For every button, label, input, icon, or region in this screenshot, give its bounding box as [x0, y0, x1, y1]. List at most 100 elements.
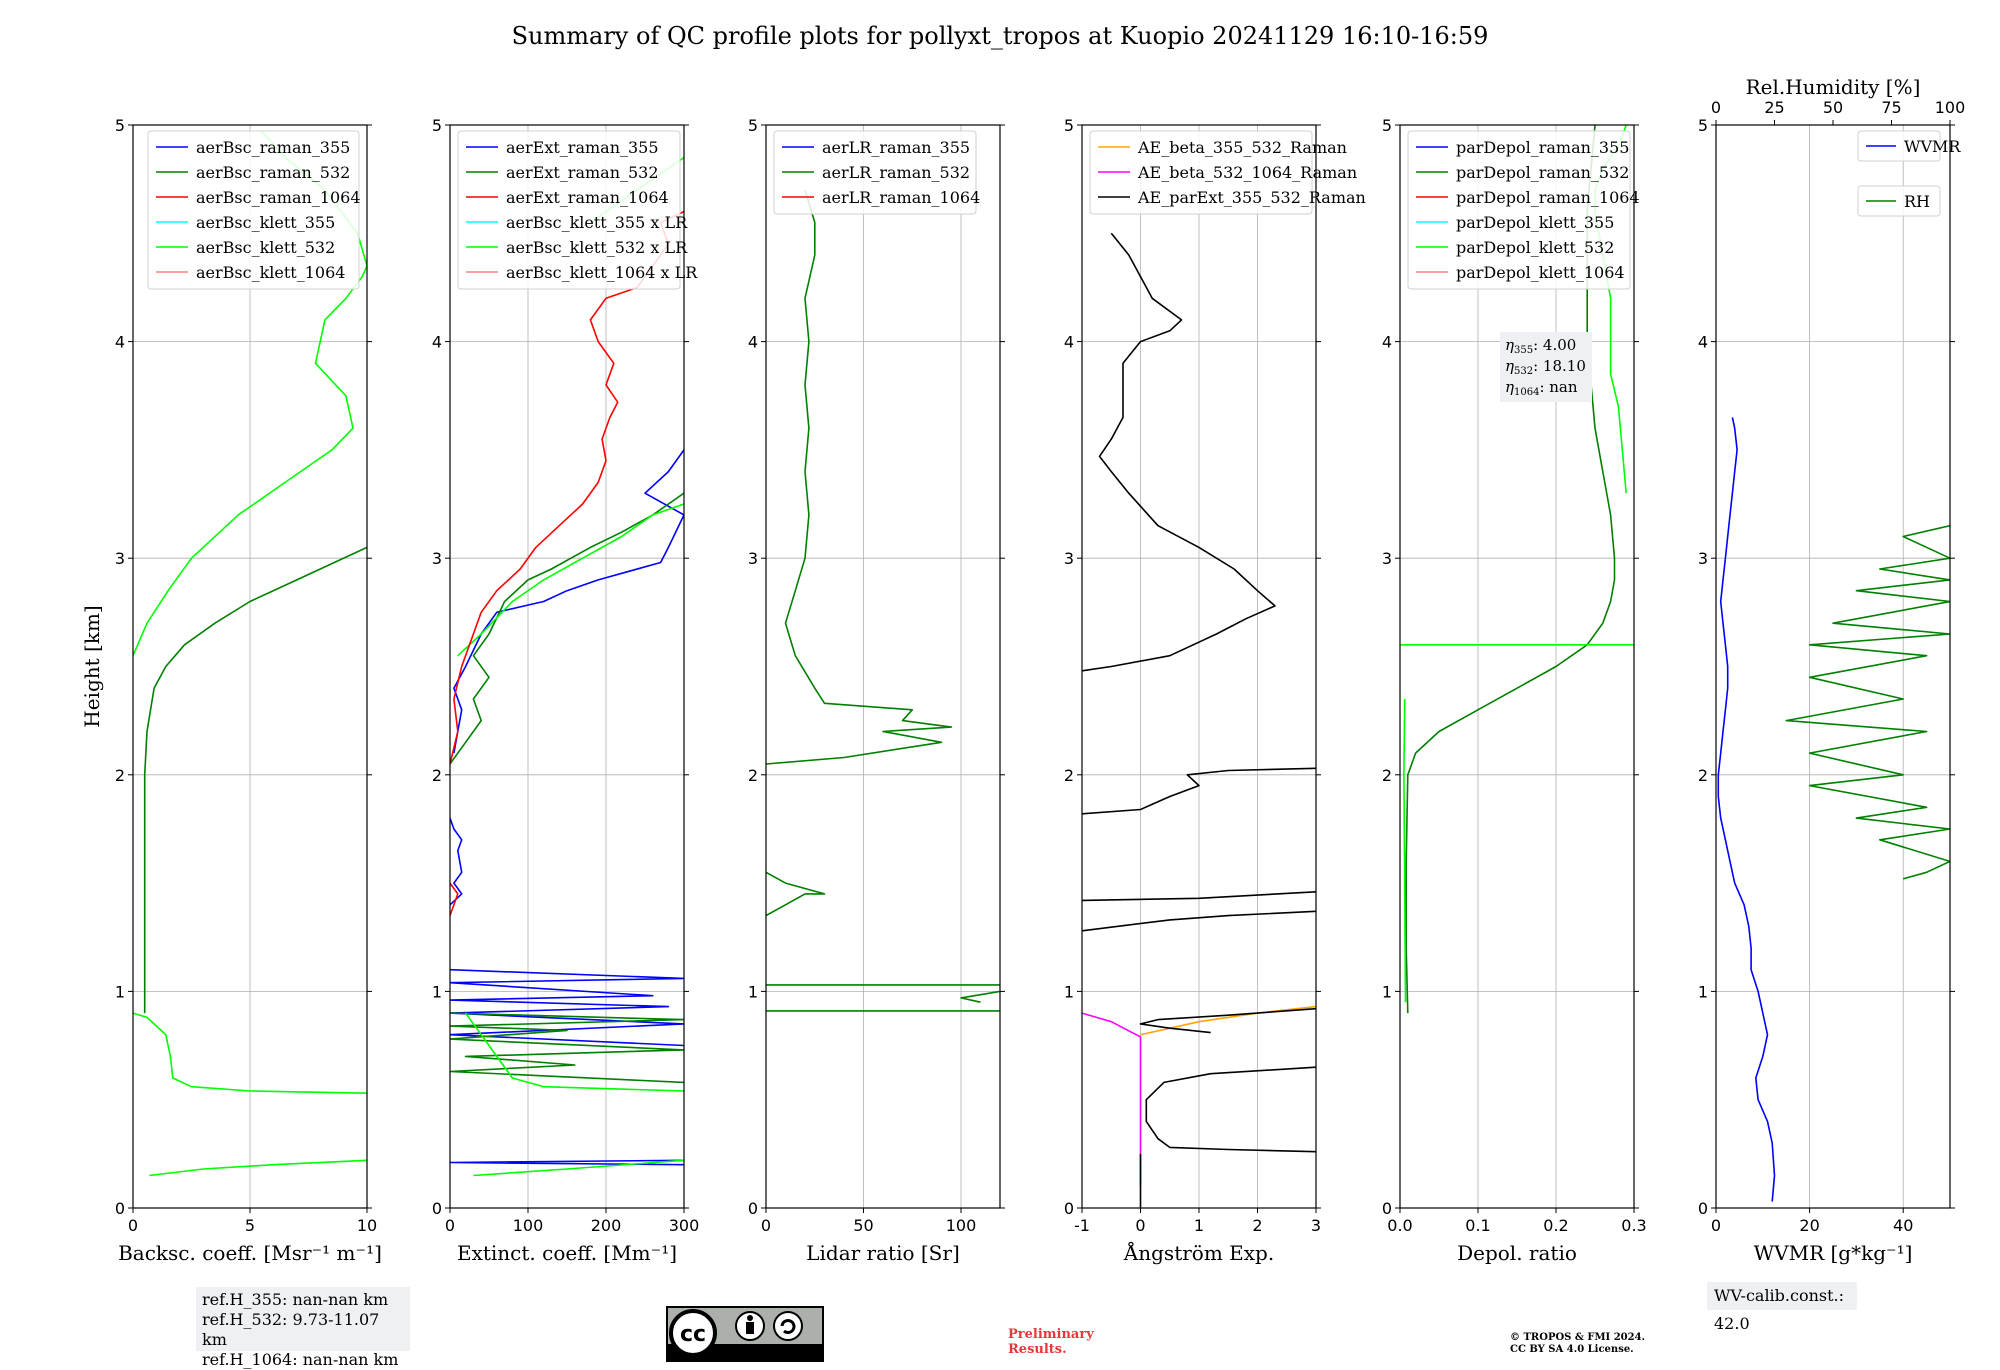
- x-tick-label: 3: [1311, 1216, 1321, 1235]
- y-axis-label: Height [km]: [80, 605, 104, 727]
- series-line-2: [133, 1012, 367, 1094]
- y-tick-label: 4: [1382, 333, 1392, 352]
- series-line-8: [1082, 232, 1276, 672]
- legend-box: aerLR_raman_355 aerLR_raman_532 aerLR_rama…: [773, 130, 980, 215]
- x-tick-label: 0.2: [1543, 1216, 1568, 1235]
- legend-label: aerBsc_klett_1064 x LR: [506, 263, 698, 282]
- x-tick-label: 0.1: [1465, 1216, 1490, 1235]
- y-tick-label: 4: [1698, 333, 1708, 352]
- legend-label: aerLR_raman_355: [822, 138, 970, 157]
- series-group: [1082, 232, 1316, 1208]
- x-axis-label: Backsc. coeff. [Msr⁻¹ m⁻¹]: [118, 1241, 382, 1265]
- x-tick-label: 0: [128, 1216, 138, 1235]
- annotation-line: η355: 4.00: [1505, 336, 1576, 356]
- panel-lr: 0 50 100 0 1 2 3 4 5 Lidar ratio [Sr] aerLR_raman_…: [748, 116, 1005, 1265]
- legend-label: AE_parExt_355_532_Raman: [1137, 188, 1366, 207]
- y-tick-label: 3: [115, 549, 125, 568]
- annotation-line: η1064: nan: [1505, 378, 1578, 398]
- series-line-4: [464, 1012, 684, 1092]
- y-tick-label: 2: [748, 766, 758, 785]
- plot-frame: [1399, 124, 1635, 1209]
- series-line-0: [143, 546, 367, 1014]
- legend-box: WVMR: [1857, 130, 1961, 162]
- x-axis-label: Extinct. coeff. [Mm⁻¹]: [457, 1241, 677, 1265]
- x-tick-label: 1: [1194, 1216, 1204, 1235]
- y-tick-label: 3: [432, 549, 442, 568]
- x-tick-label: 300: [669, 1216, 700, 1235]
- y-tick-label: 2: [1382, 766, 1392, 785]
- x-axis-label: Lidar ratio [Sr]: [806, 1241, 960, 1265]
- preliminary-line-2: Results.: [1008, 1342, 1067, 1357]
- x-tick-label: 50: [853, 1216, 873, 1235]
- cc-by-sa-badge: cc BY SA: [666, 1306, 824, 1362]
- x-axis-label: WVMR [g*kg⁻¹]: [1754, 1241, 1913, 1265]
- x-tick-label: 200: [591, 1216, 622, 1235]
- series-line-9: [450, 882, 459, 916]
- ref-h-532: ref.H_532: 9.73-11.07 km: [202, 1310, 380, 1349]
- reference-height-box: ref.H_355: nan-nan km ref.H_532: 9.73-11…: [196, 1287, 410, 1369]
- legend-label: aerExt_raman_355: [506, 138, 659, 157]
- series-line-0: [1717, 417, 1776, 1202]
- legend-frame: [1089, 130, 1313, 215]
- legend-frame: [1857, 185, 1941, 217]
- x-tick-label: 0.3: [1621, 1216, 1646, 1235]
- series-line-5: [1082, 910, 1316, 932]
- legend-frame: [147, 130, 360, 290]
- legend-label: aerBsc_klett_1064: [196, 263, 345, 282]
- x-tick-label: 2: [1252, 1216, 1262, 1235]
- panel-bsc: 0 5 10 0 1 2 3 4 5 Backsc. coeff. [Msr⁻¹ m⁻¹] Heig…: [80, 116, 382, 1265]
- y-tick-label: 3: [1382, 549, 1392, 568]
- x-axis-label: Ångström Exp.: [1123, 1240, 1274, 1265]
- legend-label: aerBsc_klett_355: [196, 213, 335, 232]
- x2-tick-label: 50: [1823, 98, 1843, 117]
- y-tick-label: 5: [748, 116, 758, 135]
- preliminary-note: Preliminary Results.: [1008, 1327, 1094, 1357]
- series-line-4: [1139, 1007, 1316, 1034]
- x-tick-label: -1: [1074, 1216, 1090, 1235]
- preliminary-line-1: Preliminary: [1008, 1327, 1094, 1342]
- annotation-line: η532: 18.10: [1505, 357, 1586, 377]
- copyright-line-2: CC BY SA 4.0 License.: [1510, 1344, 1634, 1355]
- plot-frame: [449, 124, 685, 1209]
- sa-share-icon: [773, 1311, 803, 1341]
- series-line-1: [1785, 524, 1950, 880]
- series-group: [766, 189, 1000, 1012]
- series-line-3: [766, 871, 826, 917]
- x-tick-label: 0: [1135, 1216, 1145, 1235]
- x-tick-label: 0.0: [1387, 1216, 1412, 1235]
- y-tick-label: 4: [115, 333, 125, 352]
- y-tick-label: 4: [1064, 333, 1074, 352]
- legend-label: aerExt_raman_532: [506, 163, 659, 182]
- y-tick-label: 0: [748, 1199, 758, 1218]
- plot-frame: [1715, 124, 1951, 1209]
- y-tick-label: 1: [748, 982, 758, 1001]
- series-line-0: [450, 1159, 684, 1166]
- legend-label: aerBsc_raman_532: [196, 163, 350, 182]
- x-tick-label: 20: [1799, 1216, 1819, 1235]
- legend-label: aerBsc_raman_355: [196, 138, 350, 157]
- x-tick-label: 100: [513, 1216, 544, 1235]
- legend-label: aerBsc_raman_1064: [196, 188, 361, 207]
- by-label: BY: [741, 1347, 758, 1361]
- panel-ext: 0 100 200 300 0 1 2 3 4 5 Extinct. coeff. [Mm⁻¹] ae…: [432, 116, 699, 1265]
- legend-label: AE_beta_355_532_Raman: [1137, 138, 1347, 157]
- series-line-1: [1082, 1012, 1142, 1187]
- series-line-2: [1403, 698, 1407, 1003]
- y-tick-label: 5: [1382, 116, 1392, 135]
- series-line-5: [450, 817, 463, 906]
- panel-depol: 0.0 0.1 0.2 0.3 0 1 2 3 4 5 Depol. ratio parDepol_r…: [1382, 116, 1647, 1265]
- legend-box: parDepol_raman_355 parDepol_raman_532 parD…: [1407, 130, 1640, 290]
- x-tick-label: 0: [445, 1216, 455, 1235]
- legend-label: parDepol_klett_1064: [1456, 263, 1625, 282]
- y-tick-label: 1: [1382, 982, 1392, 1001]
- y-tick-label: 4: [432, 333, 442, 352]
- x2-tick-label: 0: [1711, 98, 1721, 117]
- x-tick-label: 5: [245, 1216, 255, 1235]
- cc-text: cc: [680, 1322, 706, 1347]
- x2-tick-label: 75: [1881, 98, 1901, 117]
- series-line-1: [450, 968, 684, 1047]
- y-tick-label: 3: [748, 549, 758, 568]
- legend-label: RH: [1904, 192, 1930, 211]
- series-group: [450, 156, 684, 1177]
